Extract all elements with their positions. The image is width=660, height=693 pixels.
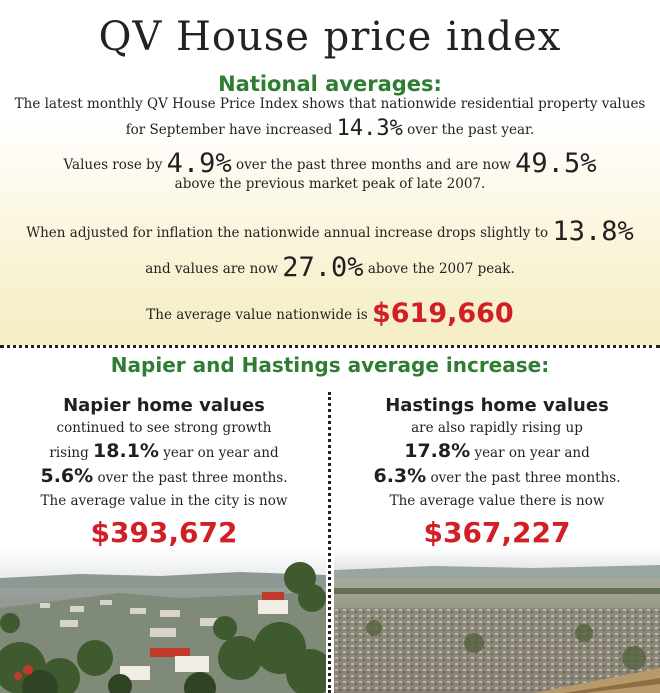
napier-column: Napier home values continued to see stro…: [4, 395, 324, 551]
napier-line-2-post: year on year and: [163, 445, 279, 461]
napier-line-2: rising 18.1% year on year and: [4, 440, 324, 465]
napier-line-2-pre: rising: [49, 445, 89, 461]
hastings-three-month-value: 6.3%: [373, 465, 427, 487]
hastings-line-4: The average value there is now: [389, 493, 605, 509]
hastings-line-2: 17.8% year on year and: [337, 440, 657, 465]
napier-line-3: 5.6% over the past three months.: [4, 465, 324, 490]
hastings-line-1: are also rapidly rising up: [411, 420, 583, 436]
napier-heading: Napier home values: [63, 395, 265, 416]
column-divider: [328, 392, 331, 693]
national-line-3-pre: Values rose by: [63, 157, 163, 173]
napier-line-3-post: over the past three months.: [97, 470, 288, 486]
three-month-increase-value: 4.9%: [166, 148, 232, 179]
page-title: QV House price index: [98, 14, 562, 60]
annual-increase-value: 14.3%: [336, 116, 403, 141]
national-line-2: for September have increased 14.3% over …: [0, 116, 660, 141]
national-line-3-mid: over the past three months and are now: [236, 157, 511, 173]
inflation-adjusted-value: 13.8%: [552, 216, 634, 247]
national-line-5: When adjusted for inflation the nationwi…: [0, 216, 660, 247]
inflation-above-peak-value: 27.0%: [282, 252, 364, 283]
national-line-3: Values rose by 4.9% over the past three …: [0, 148, 660, 179]
hastings-average-value: $367,227: [423, 516, 571, 549]
hastings-annual-value: 17.8%: [404, 440, 471, 462]
hastings-heading: Hastings home values: [385, 395, 609, 416]
national-average-value: $619,660: [371, 298, 514, 329]
national-line-2-pre: for September have increased: [125, 122, 333, 138]
national-heading: National averages:: [218, 72, 442, 96]
napier-average-value: $393,672: [90, 516, 238, 549]
national-line-7-pre: The average value nationwide is: [146, 307, 368, 323]
napier-city-photo: [0, 548, 326, 693]
hastings-city-photo: [334, 548, 660, 693]
national-line-6: and values are now 27.0% above the 2007 …: [0, 252, 660, 283]
napier-annual-value: 18.1%: [93, 440, 159, 462]
above-peak-value: 49.5%: [515, 148, 597, 179]
national-line-6-pre: and values are now: [145, 261, 278, 277]
national-line-4-text: above the previous market peak of late 2…: [174, 176, 486, 192]
hastings-line-2-post: year on year and: [474, 445, 590, 461]
hastings-line-3: 6.3% over the past three months.: [337, 465, 657, 490]
national-line-7: The average value nationwide is $619,660: [0, 298, 660, 329]
napier-three-month-value: 5.6%: [40, 465, 94, 487]
section-divider: [0, 345, 660, 348]
napier-line-1: continued to see strong growth: [56, 420, 272, 436]
national-line-2-post: over the past year.: [407, 122, 535, 138]
hastings-line-3-post: over the past three months.: [430, 470, 621, 486]
hastings-column: Hastings home values are also rapidly ri…: [337, 395, 657, 551]
national-line-6-post: above the 2007 peak.: [367, 261, 515, 277]
national-line-1: The latest monthly QV House Price Index …: [0, 96, 660, 112]
national-line-5-pre: When adjusted for inflation the nationwi…: [26, 225, 549, 241]
regional-heading: Napier and Hastings average increase:: [110, 353, 550, 377]
napier-line-4: The average value in the city is now: [40, 493, 288, 509]
national-line-1-text: The latest monthly QV House Price Index …: [14, 96, 646, 112]
national-line-4: above the previous market peak of late 2…: [0, 176, 660, 192]
top-panel: [0, 0, 660, 345]
